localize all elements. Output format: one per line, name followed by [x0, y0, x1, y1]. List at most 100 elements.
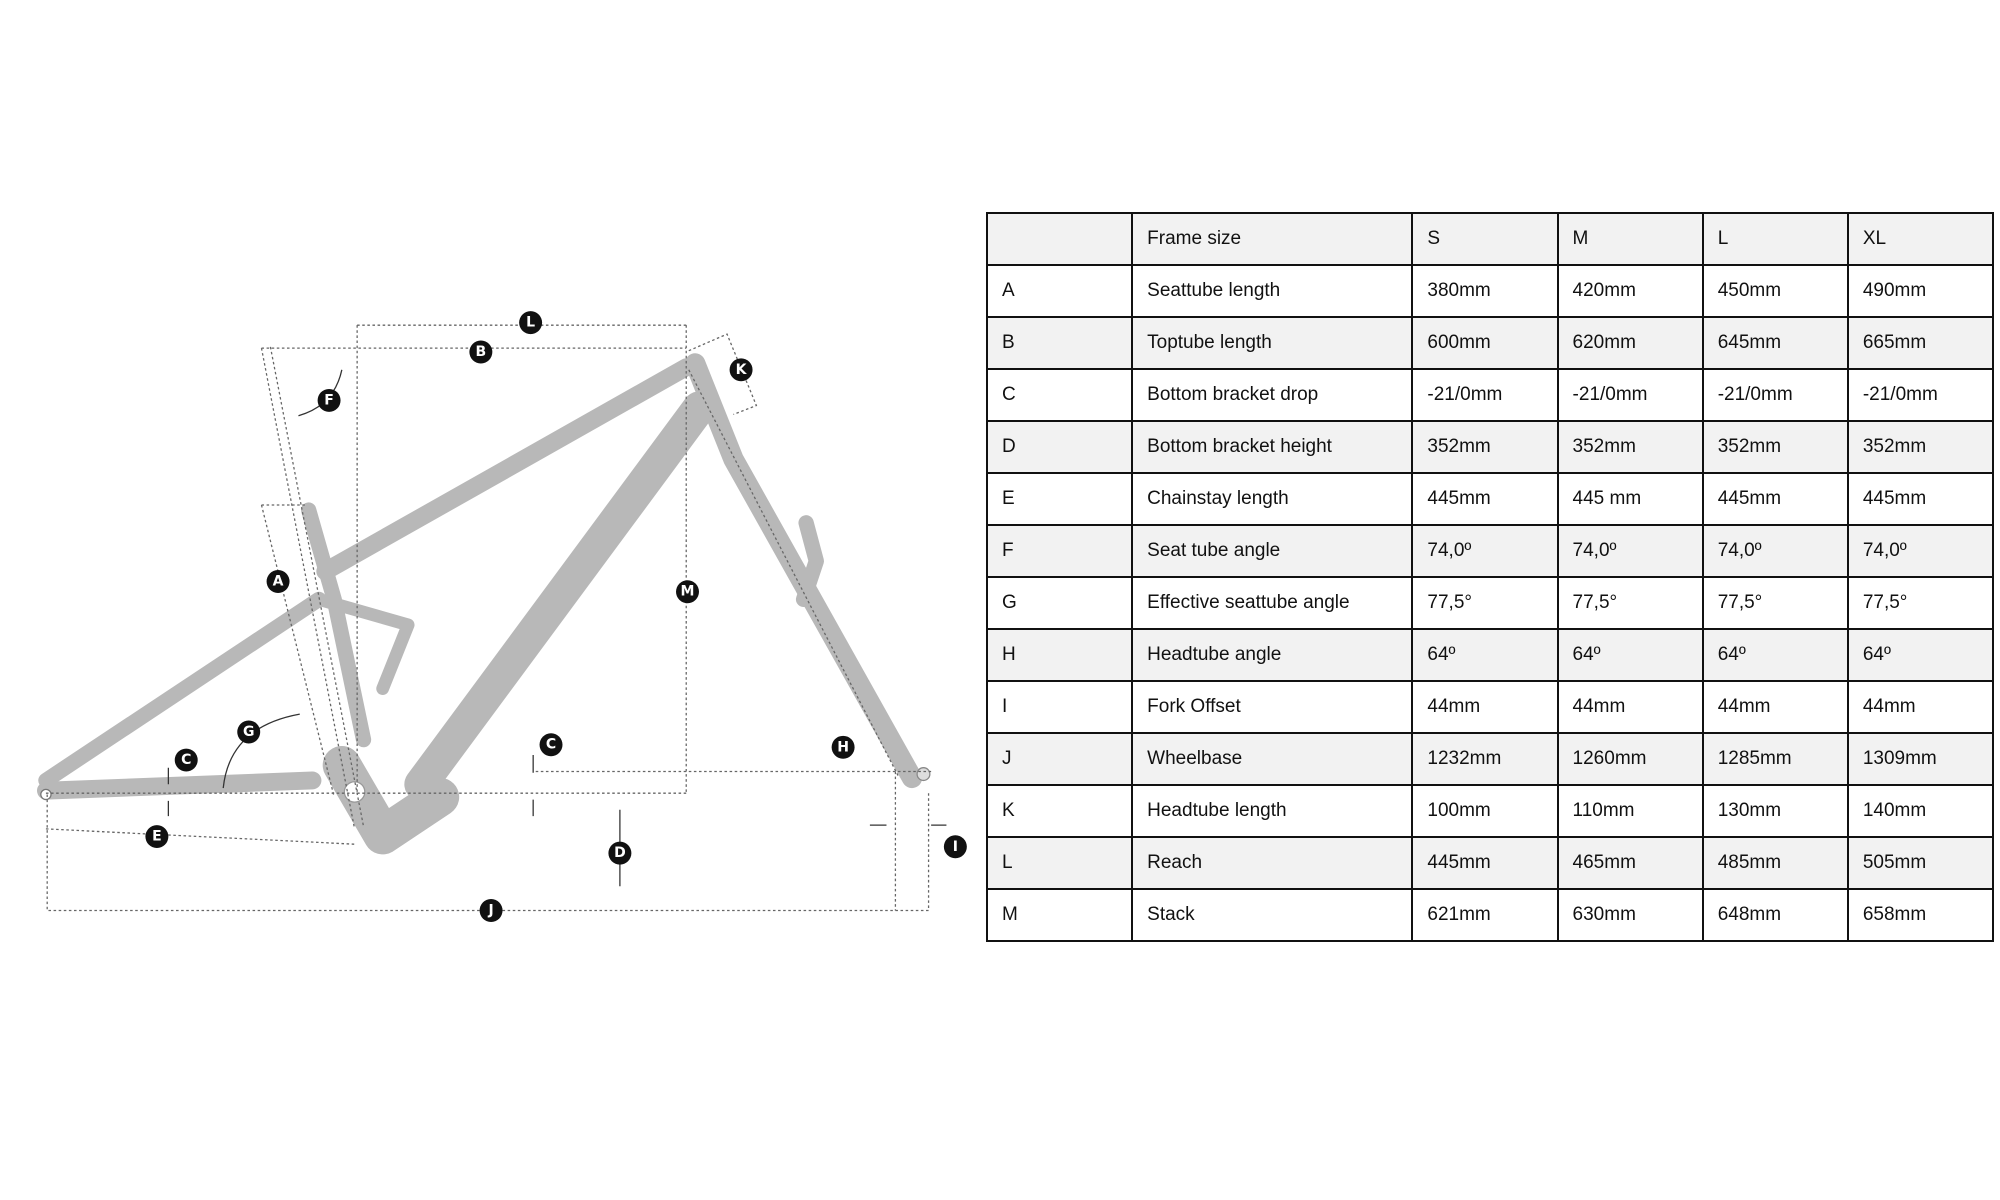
size-xl-cell: 77,5°	[1846, 576, 1995, 630]
measurement-name-cell: Headtube angle	[1131, 628, 1414, 682]
size-xl-cell: 140mm	[1846, 784, 1995, 838]
label-k: K	[729, 358, 753, 382]
size-l-cell: L	[1701, 212, 1849, 266]
table-row: K Headtube length 100mm 110mm 130mm 140mm	[985, 784, 1995, 838]
size-l-cell: 1285mm	[1701, 732, 1849, 786]
size-m-cell: 620mm	[1556, 316, 1704, 370]
size-l-cell: 74,0º	[1701, 524, 1849, 578]
size-xl-cell: -21/0mm	[1846, 368, 1995, 422]
size-m-cell: -21/0mm	[1556, 368, 1704, 422]
row-letter-cell: M	[985, 888, 1134, 942]
size-l-cell: 648mm	[1701, 888, 1849, 942]
size-l-cell: 445mm	[1701, 472, 1849, 526]
size-s-cell: 380mm	[1411, 264, 1559, 318]
size-s-cell: 1232mm	[1411, 732, 1559, 786]
size-m-cell: 445 mm	[1556, 472, 1704, 526]
table-row: C Bottom bracket drop -21/0mm -21/0mm -21/0m…	[985, 368, 1995, 422]
label-f: F	[317, 388, 341, 412]
svg-text:L: L	[526, 315, 535, 331]
svg-text:F: F	[324, 392, 334, 408]
row-letter-cell: B	[985, 316, 1134, 370]
size-xl-cell: 665mm	[1846, 316, 1995, 370]
svg-text:E: E	[152, 829, 162, 845]
size-xl-cell: 445mm	[1846, 472, 1995, 526]
label-g: G	[237, 720, 261, 744]
size-xl-cell: 74,0º	[1846, 524, 1995, 578]
size-s-cell: 445mm	[1411, 472, 1559, 526]
measurement-name-cell: Headtube length	[1131, 784, 1414, 838]
size-s-cell: S	[1411, 212, 1559, 266]
label-i: I	[943, 835, 967, 859]
size-s-cell: 600mm	[1411, 316, 1559, 370]
size-m-cell: 352mm	[1556, 420, 1704, 474]
size-m-cell: 77,5°	[1556, 576, 1704, 630]
row-letter-cell: D	[985, 420, 1134, 474]
table-row: G Effective seattube angle 77,5° 77,5° 77,5°…	[985, 576, 1995, 630]
size-l-cell: 130mm	[1701, 784, 1849, 838]
table-row: M Stack 621mm 630mm 648mm 658mm	[985, 888, 1995, 942]
size-l-cell: 450mm	[1701, 264, 1849, 318]
measurement-name-cell: Reach	[1131, 836, 1414, 890]
size-m-cell: 110mm	[1556, 784, 1704, 838]
svg-text:H: H	[837, 739, 849, 755]
bike-frame	[36, 353, 931, 855]
measurement-name-cell: Wheelbase	[1131, 732, 1414, 786]
measurement-name-cell: Chainstay length	[1131, 472, 1414, 526]
table-row: I Fork Offset 44mm 44mm 44mm 44mm	[985, 680, 1995, 734]
size-l-cell: 64º	[1701, 628, 1849, 682]
size-m-cell: 44mm	[1556, 680, 1704, 734]
size-m-cell: 64º	[1556, 628, 1704, 682]
size-l-cell: 352mm	[1701, 420, 1849, 474]
size-xl-cell: 658mm	[1846, 888, 1995, 942]
measurement-name-cell: Fork Offset	[1131, 680, 1414, 734]
label-d: D	[608, 841, 632, 865]
row-letter-cell: E	[985, 472, 1134, 526]
label-e: E	[145, 825, 169, 849]
svg-text:J: J	[487, 903, 493, 919]
size-s-cell: 100mm	[1411, 784, 1559, 838]
dimension-labels: L B K F A M G C C H E D I J	[145, 311, 967, 922]
size-xl-cell: XL	[1846, 212, 1995, 266]
size-s-cell: 74,0º	[1411, 524, 1559, 578]
table-row: A Seattube length 380mm 420mm 450mm 490mm	[985, 264, 1995, 318]
label-j: J	[479, 899, 503, 922]
size-s-cell: -21/0mm	[1411, 368, 1559, 422]
row-letter-cell: L	[985, 836, 1134, 890]
measurement-name-cell: Frame size	[1131, 212, 1414, 266]
label-c-left: C	[174, 748, 198, 772]
size-s-cell: 445mm	[1411, 836, 1559, 890]
row-letter-cell: J	[985, 732, 1134, 786]
table-row: H Headtube angle 64º 64º 64º 64º	[985, 628, 1995, 682]
table-row: L Reach 445mm 465mm 485mm 505mm	[985, 836, 1995, 890]
svg-text:C: C	[181, 752, 191, 768]
measurement-name-cell: Stack	[1131, 888, 1414, 942]
svg-text:I: I	[953, 839, 958, 855]
row-letter-cell: G	[985, 576, 1134, 630]
table-header-row: Frame size S M L XL	[985, 212, 1995, 266]
measurement-name-cell: Effective seattube angle	[1131, 576, 1414, 630]
row-letter-cell: H	[985, 628, 1134, 682]
table-row: D Bottom bracket height 352mm 352mm 352mm 352…	[985, 420, 1995, 474]
label-l: L	[519, 311, 543, 335]
svg-text:C: C	[546, 737, 556, 753]
table-row: B Toptube length 600mm 620mm 645mm 665mm	[985, 316, 1995, 370]
label-m: M	[676, 580, 699, 604]
table-row: F Seat tube angle 74,0º 74,0º 74,0º 74,0º	[985, 524, 1995, 578]
size-l-cell: 44mm	[1701, 680, 1849, 734]
size-s-cell: 77,5°	[1411, 576, 1559, 630]
row-letter-cell: F	[985, 524, 1134, 578]
svg-text:D: D	[614, 845, 626, 861]
size-m-cell: 630mm	[1556, 888, 1704, 942]
measurement-name-cell: Bottom bracket height	[1131, 420, 1414, 474]
size-m-cell: 420mm	[1556, 264, 1704, 318]
size-xl-cell: 352mm	[1846, 420, 1995, 474]
size-m-cell: M	[1556, 212, 1704, 266]
measurement-name-cell: Seattube length	[1131, 264, 1414, 318]
size-s-cell: 64º	[1411, 628, 1559, 682]
svg-text:G: G	[243, 724, 255, 740]
row-letter-cell: C	[985, 368, 1134, 422]
label-a: A	[266, 570, 290, 593]
size-l-cell: 77,5°	[1701, 576, 1849, 630]
size-xl-cell: 44mm	[1846, 680, 1995, 734]
